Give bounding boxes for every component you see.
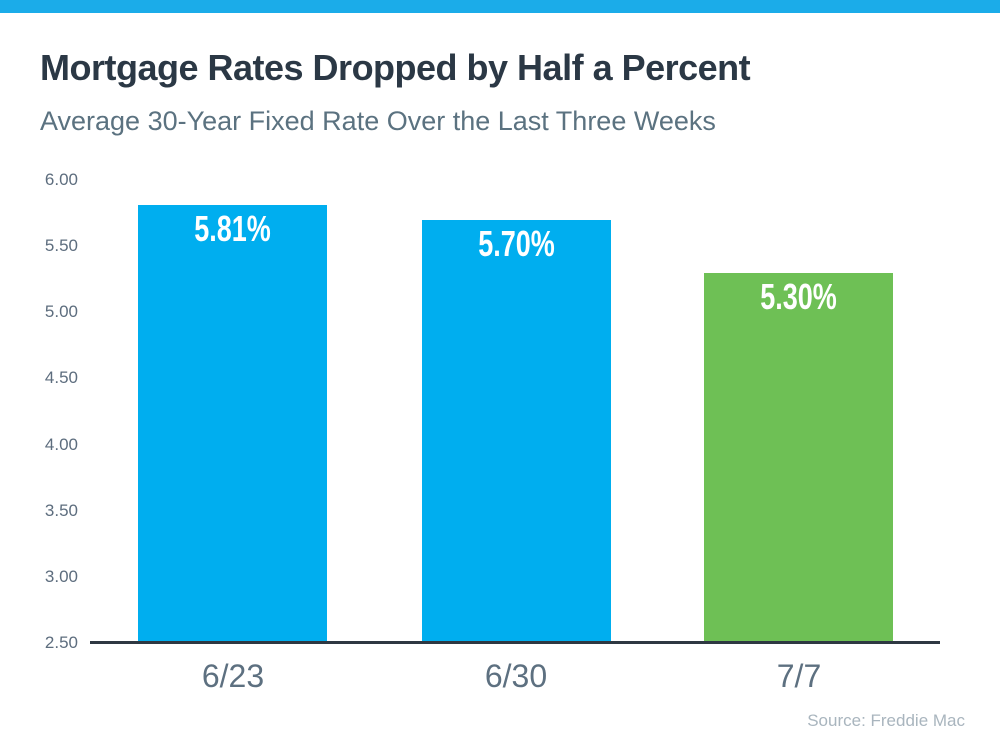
y-tick-label: 6.00 [44, 170, 78, 189]
y-tick-label: 3.00 [44, 567, 78, 586]
top-accent-bar [0, 0, 1000, 13]
bar-value-label: 5.81% [194, 208, 271, 249]
x-axis-line [90, 641, 940, 644]
y-tick-label: 3.50 [44, 501, 78, 520]
x-tick-label: 6/30 [484, 658, 548, 694]
source-attribution: Source: Freddie Mac [807, 711, 965, 730]
y-tick-label: 4.50 [44, 368, 78, 387]
bar: 5.70% [422, 220, 611, 643]
bar: 5.81% [138, 205, 327, 643]
bar: 5.30% [704, 273, 893, 643]
y-tick-label: 5.00 [44, 302, 78, 321]
chart-subtitle: Average 30-Year Fixed Rate Over the Last… [40, 106, 716, 136]
x-tick-label: 6/23 [201, 658, 265, 694]
y-tick-label: 4.00 [44, 435, 78, 454]
y-tick-label: 5.50 [44, 236, 78, 255]
bar-value-label: 5.70% [478, 223, 555, 264]
bar-value-label: 5.30% [760, 276, 837, 317]
chart-title: Mortgage Rates Dropped by Half a Percent [40, 47, 751, 88]
y-tick-label: 2.50 [44, 633, 78, 652]
x-tick-label: 7/7 [776, 658, 822, 694]
